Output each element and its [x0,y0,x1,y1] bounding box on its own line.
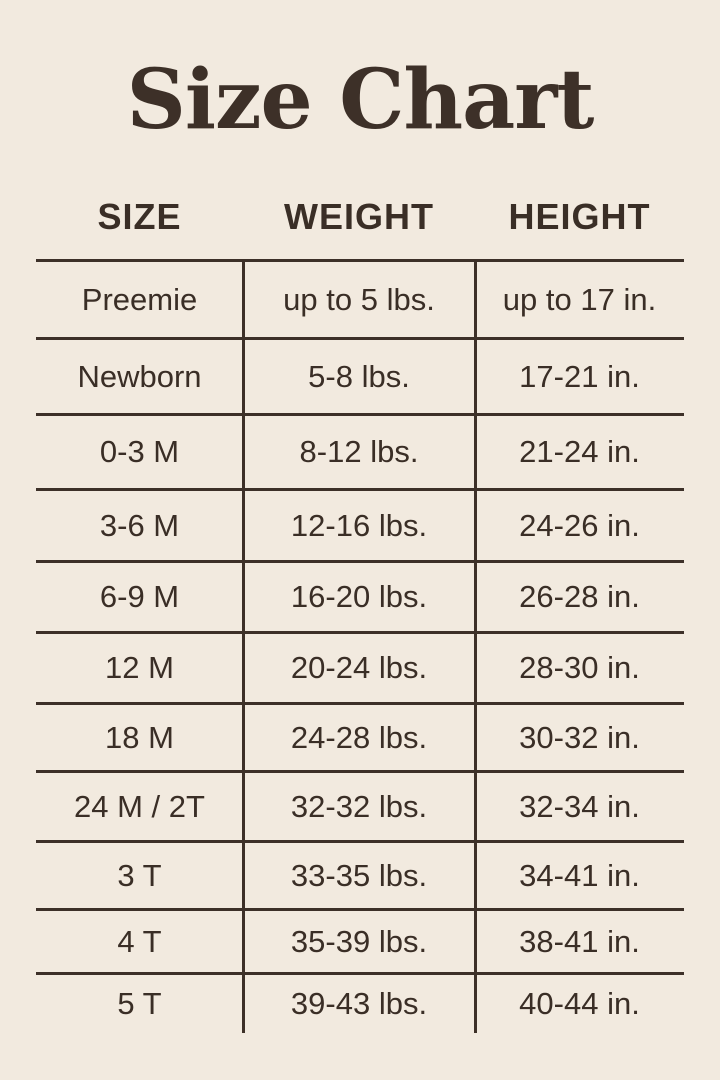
cell-size: 18 M [105,719,174,755]
column-divider [242,260,245,1033]
row-divider [36,488,684,491]
table-row: 3 T 33-35 lbs. 34-41 in. [0,843,720,908]
cell-size: 3-6 M [99,507,180,543]
row-divider [36,840,684,843]
cell-weight: 35-39 lbs. [290,923,428,959]
row-divider [36,908,684,911]
cell-size: 24 M / 2T [74,788,205,824]
cell-height: 28-30 in. [519,650,640,685]
cell-size: Preemie [81,281,198,317]
table-row: 18 M 24-28 lbs. 30-32 in. [0,705,720,770]
cell-weight: up to 5 lbs. [283,281,435,317]
cell-weight: 5-8 lbs. [308,358,410,394]
row-divider [36,702,684,705]
table-row: 0-3 M 8-12 lbs. 21-24 in. [0,416,720,488]
cell-weight: 20-24 lbs. [290,650,428,685]
cell-height: 32-34 in. [519,788,640,824]
table-row: Newborn 5-8 lbs. 17-21 in. [0,340,720,413]
cell-height: 21-24 in. [519,434,640,469]
table-row: 6-9 M 16-20 lbs. 26-28 in. [0,563,720,631]
cell-size: 0-3 M [99,434,180,469]
table-row: 4 T 35-39 lbs. 38-41 in. [0,911,720,972]
row-divider [36,560,684,563]
cell-weight: 24-28 lbs. [290,719,428,755]
cell-size: 5 T [117,986,162,1021]
cell-size: 12 M [105,650,174,685]
cell-height: 26-28 in. [519,579,640,614]
cell-height: 17-21 in. [519,358,640,394]
row-divider [36,337,684,340]
cell-height: up to 17 in. [502,281,657,317]
header-height: HEIGHT [508,196,651,237]
table-row: Preemie up to 5 lbs. up to 17 in. [0,262,720,337]
row-divider [36,631,684,634]
header-weight: WEIGHT [284,196,434,237]
table-row: 12 M 20-24 lbs. 28-30 in. [0,634,720,702]
cell-weight: 12-16 lbs. [290,507,428,543]
column-divider [474,260,477,1033]
cell-height: 24-26 in. [519,507,640,543]
cell-weight: 33-35 lbs. [290,857,428,893]
cell-height: 30-32 in. [519,719,640,755]
row-divider [36,770,684,773]
cell-height: 40-44 in. [519,986,640,1021]
cell-weight: 32-32 lbs. [290,788,428,824]
header-size: SIZE [97,196,182,237]
page-title: Size Chart [126,52,595,148]
cell-height: 34-41 in. [519,857,640,893]
cell-height: 38-41 in. [519,923,640,959]
table-row: 24 M / 2T 32-32 lbs. 32-34 in. [0,773,720,840]
table-row: 3-6 M 12-16 lbs. 24-26 in. [0,491,720,560]
cell-weight: 8-12 lbs. [299,434,419,469]
row-divider [36,413,684,416]
row-divider [36,259,684,262]
row-divider [36,972,684,975]
cell-size: 6-9 M [99,579,180,614]
cell-weight: 39-43 lbs. [290,986,428,1021]
cell-weight: 16-20 lbs. [290,579,428,614]
cell-size: Newborn [77,358,202,394]
cell-size: 4 T [117,923,162,959]
cell-size: 3 T [117,857,162,893]
table-row: 5 T 39-43 lbs. 40-44 in. [0,975,720,1033]
